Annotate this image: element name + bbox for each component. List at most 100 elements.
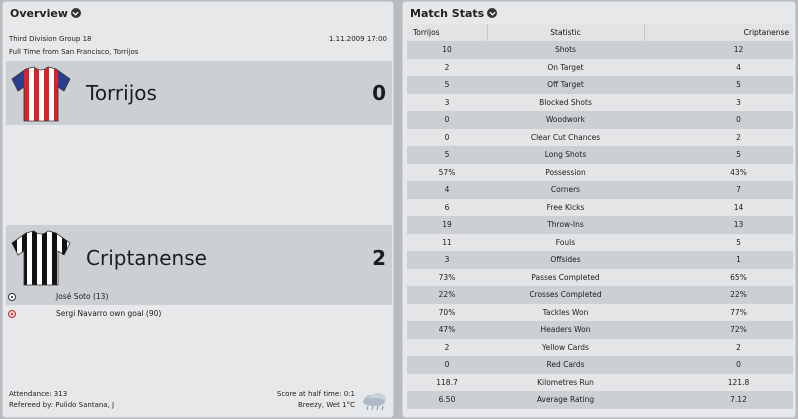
stat-name: Throw-Ins: [487, 216, 644, 234]
match-datetime: 1.11.2009 17:00: [328, 35, 387, 43]
stat-away-value: 5: [644, 76, 793, 94]
stat-name: Free Kicks: [487, 198, 644, 216]
stat-name: Passes Completed: [487, 268, 644, 286]
stat-name: Yellow Cards: [487, 338, 644, 356]
stat-home-value: 2: [407, 58, 487, 76]
stat-home-value: 22%: [407, 286, 487, 304]
stat-home-value: 57%: [407, 163, 487, 181]
match-stats-header[interactable]: Match Stats: [403, 2, 795, 24]
match-stats-table: Torrijos Statistic Criptanense 10 Shots 12…: [407, 24, 793, 409]
stats-table-body: 10 Shots 12 2 On Target 4 5 Off Target 5 3 Blocked…: [407, 41, 793, 409]
stat-away-value: 72%: [644, 321, 793, 339]
stat-away-value: 1: [644, 251, 793, 269]
stat-name: Corners: [487, 181, 644, 199]
stat-home-value: 4: [407, 181, 487, 199]
table-row: 22% Crosses Completed 22%: [407, 286, 793, 304]
column-header-statistic[interactable]: Statistic: [487, 24, 645, 41]
column-header-home[interactable]: Torrijos: [407, 24, 488, 41]
stat-name: Long Shots: [487, 146, 644, 164]
match-stats-title: Match Stats: [410, 6, 485, 20]
stat-name: Blocked Shots: [487, 93, 644, 111]
stat-home-value: 10: [407, 41, 487, 59]
goal-scorer-row: José Soto (13): [8, 292, 108, 301]
stat-away-value: 0: [644, 111, 793, 129]
stat-home-value: 70%: [407, 303, 487, 321]
table-row: 19 Throw-Ins 13: [407, 216, 793, 234]
stat-away-value: 2: [644, 128, 793, 146]
away-team-row: Criptanense 2: [6, 225, 392, 305]
overview-panel: Overview Third Division Group 18 1.11.20…: [2, 1, 394, 418]
stat-away-value: 13: [644, 216, 793, 234]
table-row: 2 Yellow Cards 2: [407, 338, 793, 356]
table-row: 0 Red Cards 0: [407, 356, 793, 374]
table-row: 6.50 Average Rating 7.12: [407, 391, 793, 409]
cloud-rain-icon: [363, 393, 386, 411]
table-row: 2 On Target 4: [407, 58, 793, 76]
stat-home-value: 47%: [407, 321, 487, 339]
stat-away-value: 22%: [644, 286, 793, 304]
table-row: 3 Blocked Shots 3: [407, 93, 793, 111]
stat-name: Offsides: [487, 251, 644, 269]
goal-scorer-text[interactable]: Sergi Navarro own goal (90): [56, 309, 162, 318]
table-row: 47% Headers Won 72%: [407, 321, 793, 339]
stat-name: Average Rating: [487, 391, 644, 409]
chevron-down-icon[interactable]: [70, 8, 81, 18]
table-row: 5 Long Shots 5: [407, 146, 793, 164]
competition-label[interactable]: Third Division Group 18: [9, 35, 92, 43]
home-team-score: 0: [372, 81, 386, 105]
stat-away-value: 14: [644, 198, 793, 216]
stat-away-value: 7.12: [644, 391, 793, 409]
table-row: 11 Fouls 5: [407, 233, 793, 251]
stat-away-value: 7: [644, 181, 793, 199]
stat-away-value: 0: [644, 356, 793, 374]
table-row: 73% Passes Completed 65%: [407, 268, 793, 286]
stat-away-value: 121.8: [644, 373, 793, 391]
stat-name: Off Target: [487, 76, 644, 94]
stat-away-value: 77%: [644, 303, 793, 321]
stat-name: Headers Won: [487, 321, 644, 339]
home-kit-icon: [11, 66, 71, 122]
table-header-row: Torrijos Statistic Criptanense: [407, 24, 793, 41]
stat-away-value: 12: [644, 41, 793, 59]
stat-name: Red Cards: [487, 356, 644, 374]
overview-title: Overview: [10, 6, 68, 20]
stat-away-value: 4: [644, 58, 793, 76]
table-row: 3 Offsides 1: [407, 251, 793, 269]
stat-name: Shots: [487, 41, 644, 59]
table-row: 0 Clear Cut Chances 2: [407, 128, 793, 146]
stat-home-value: 11: [407, 233, 487, 251]
stat-home-value: 0: [407, 128, 487, 146]
stat-name: Woodwork: [487, 111, 644, 129]
table-row: 118.7 Kilometres Run 121.8: [407, 373, 793, 391]
stat-name: Crosses Completed: [487, 286, 644, 304]
stat-name: Clear Cut Chances: [487, 128, 644, 146]
table-row: 5 Off Target 5: [407, 76, 793, 94]
home-team-row: Torrijos 0: [6, 61, 392, 125]
stat-home-value: 2: [407, 338, 487, 356]
stat-name: Kilometres Run: [487, 373, 644, 391]
home-team-name[interactable]: Torrijos: [86, 81, 157, 105]
match-stats-panel: Match Stats Torrijos Statistic Criptanen…: [402, 1, 796, 418]
stat-name: Tackles Won: [487, 303, 644, 321]
table-row: 57% Possession 43%: [407, 163, 793, 181]
stat-name: On Target: [487, 58, 644, 76]
stat-name: Possession: [487, 163, 644, 181]
goal-scorer-text[interactable]: José Soto (13): [56, 292, 109, 301]
column-header-away[interactable]: Criptanense: [644, 24, 793, 41]
stat-home-value: 73%: [407, 268, 487, 286]
stat-home-value: 6: [407, 198, 487, 216]
overview-header[interactable]: Overview: [3, 2, 393, 24]
stat-away-value: 43%: [644, 163, 793, 181]
table-row: 70% Tackles Won 77%: [407, 303, 793, 321]
referee-label: Refereed by: Pulido Santana, J: [9, 401, 115, 409]
stat-home-value: 0: [407, 111, 487, 129]
stat-home-value: 19: [407, 216, 487, 234]
halftime-score: Score at half time: 0:1: [276, 390, 355, 398]
chevron-down-icon[interactable]: [487, 8, 498, 18]
away-kit-icon: [11, 230, 71, 286]
result-line: Full Time from San Francisco, Torrijos: [9, 48, 139, 56]
stat-home-value: 3: [407, 93, 487, 111]
stat-away-value: 5: [644, 233, 793, 251]
attendance-label: Attendance: 313: [9, 390, 68, 398]
away-team-name[interactable]: Criptanense: [86, 246, 207, 270]
